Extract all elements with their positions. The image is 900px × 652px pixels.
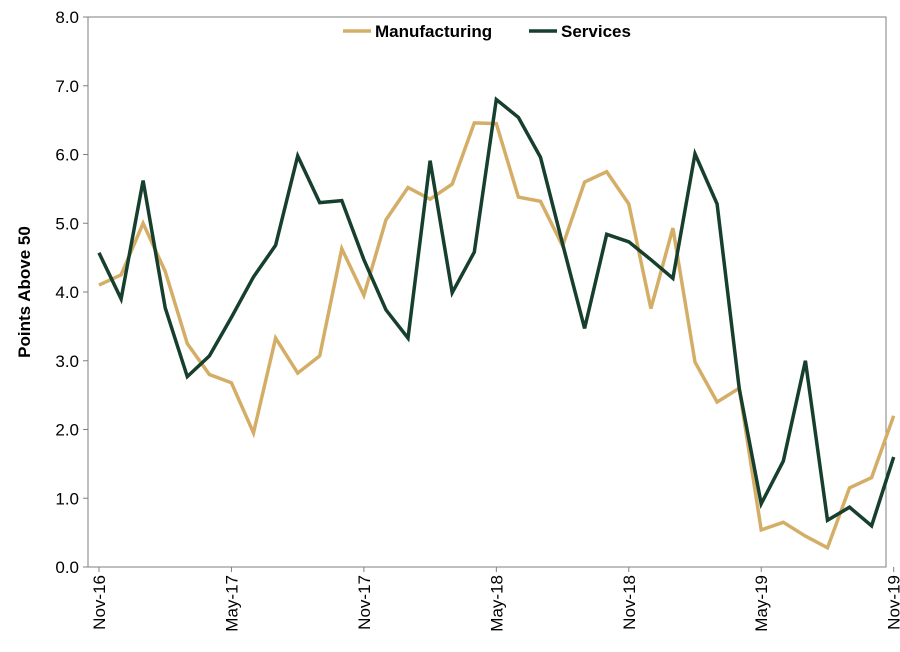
- y-tick-label: 0.0: [55, 558, 79, 577]
- series-line-services: [97, 96, 896, 529]
- legend: Manufacturing Services: [343, 22, 631, 41]
- y-tick-label: 2.0: [55, 421, 79, 440]
- x-tick-label: Nov-17: [355, 575, 374, 630]
- series-layer: [97, 96, 896, 551]
- y-tick-label: 3.0: [55, 352, 79, 371]
- plot-frame: [87, 16, 887, 568]
- y-tick-label: 1.0: [55, 489, 79, 508]
- x-tick-label: May-19: [752, 575, 771, 632]
- x-axis: Nov-16 May-17 Nov-17 May-18 Nov-18 May-19 Nov-…: [90, 567, 900, 632]
- y-axis-title: Points Above 50: [15, 226, 34, 358]
- x-tick-label: Nov-18: [620, 575, 639, 630]
- y-tick-label: 7.0: [55, 77, 79, 96]
- y-axis: 0.0 1.0 2.0 3.0 4.0 5.0 6.0 7.0 8.0: [55, 8, 88, 577]
- y-tick-label: 4.0: [55, 283, 79, 302]
- legend-label-services: Services: [561, 22, 631, 41]
- x-tick-label: May-17: [222, 575, 241, 632]
- x-tick-label: May-18: [487, 575, 506, 632]
- y-tick-label: 5.0: [55, 214, 79, 233]
- legend-label-manufacturing: Manufacturing: [375, 22, 492, 41]
- plot-border: [87, 16, 887, 568]
- x-tick-label: Nov-16: [90, 575, 109, 630]
- y-tick-label: 6.0: [55, 146, 79, 165]
- y-tick-label: 8.0: [55, 8, 79, 27]
- series-line-manufacturing: [98, 121, 896, 551]
- x-tick-label: Nov-19: [885, 575, 900, 630]
